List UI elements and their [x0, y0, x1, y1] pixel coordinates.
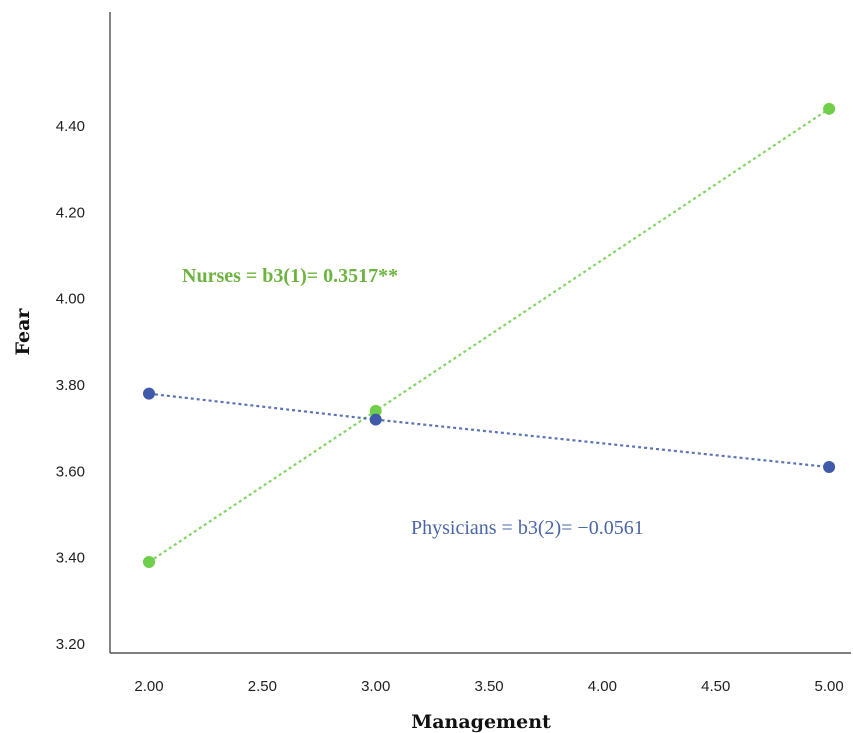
annotation-physicians: Physicians = b3(2)= −0.0561 [411, 517, 644, 539]
series-line-nurses [148, 107, 830, 563]
x-tick-labels: 2.00 2.50 3.00 3.50 4.00 4.50 5.00 [134, 678, 843, 695]
series-points [143, 102, 836, 568]
x-tick-label: 3.00 [361, 678, 390, 695]
data-point-physicians [369, 413, 382, 426]
y-tick-label: 3.60 [56, 463, 85, 480]
x-tick-label: 3.50 [474, 678, 503, 695]
annotation-nurses: Nurses = b3(1)= 0.3517** [182, 265, 398, 287]
y-tick-labels: 3.20 3.40 3.60 3.80 4.00 4.20 4.40 [56, 118, 85, 653]
series-lines [148, 107, 830, 563]
y-tick-label: 4.20 [56, 204, 85, 221]
data-point-physicians [823, 461, 836, 474]
y-axis-title: Fear [12, 308, 34, 356]
data-point-physicians [143, 387, 155, 400]
data-point-nurses [143, 555, 155, 568]
y-tick-label: 3.80 [56, 377, 85, 394]
y-tick-label: 3.40 [56, 550, 85, 567]
axes [109, 12, 851, 654]
y-tick-label: 4.00 [56, 291, 85, 308]
x-tick-label: 4.50 [701, 678, 730, 695]
x-axis-title: Management [411, 711, 551, 733]
x-tick-label: 2.50 [248, 678, 277, 695]
y-tick-label: 3.20 [56, 636, 85, 653]
y-tick-label: 4.40 [56, 118, 85, 135]
x-tick-label: 2.00 [134, 678, 163, 695]
series-line-physicians [148, 392, 830, 469]
data-point-nurses [823, 102, 836, 115]
x-tick-label: 4.00 [588, 678, 617, 695]
x-tick-label: 5.00 [814, 678, 843, 695]
data-point-nurses [369, 404, 382, 417]
